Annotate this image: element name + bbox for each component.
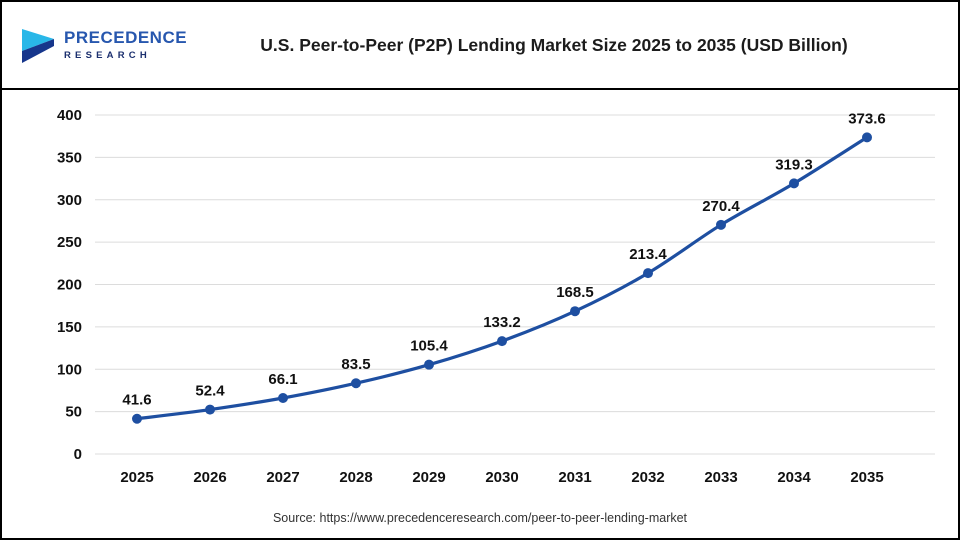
svg-text:350: 350 bbox=[57, 149, 82, 166]
svg-text:0: 0 bbox=[74, 446, 82, 463]
svg-text:2028: 2028 bbox=[339, 469, 372, 486]
logo-mark-icon bbox=[22, 29, 54, 63]
svg-text:2031: 2031 bbox=[558, 469, 591, 486]
line-chart: 0 50 100 150 200 250 300 350 400 2025 2026 2027 2028… bbox=[57, 107, 935, 486]
svg-text:300: 300 bbox=[57, 192, 82, 209]
svg-text:2034: 2034 bbox=[777, 469, 811, 486]
svg-text:150: 150 bbox=[57, 319, 82, 336]
svg-text:50: 50 bbox=[65, 404, 82, 421]
chart-area: 0 50 100 150 200 250 300 350 400 2025 2026 2027 2028… bbox=[2, 90, 958, 500]
svg-text:52.4: 52.4 bbox=[195, 383, 225, 400]
precedence-research-logo: PRECEDENCE RESEARCH bbox=[2, 25, 220, 65]
svg-text:105.4: 105.4 bbox=[410, 338, 448, 355]
svg-text:200: 200 bbox=[57, 277, 82, 294]
logo-wordmark: PRECEDENCE bbox=[64, 27, 188, 47]
svg-text:100: 100 bbox=[57, 361, 82, 378]
svg-text:2025: 2025 bbox=[120, 469, 153, 486]
svg-text:250: 250 bbox=[57, 234, 82, 251]
svg-text:319.3: 319.3 bbox=[775, 156, 813, 173]
logo-subtitle: RESEARCH bbox=[64, 49, 151, 61]
svg-text:2033: 2033 bbox=[704, 469, 737, 486]
svg-text:2026: 2026 bbox=[193, 469, 226, 486]
chart-title: U.S. Peer-to-Peer (P2P) Lending Market S… bbox=[260, 34, 848, 55]
svg-text:2035: 2035 bbox=[850, 469, 883, 486]
header: PRECEDENCE RESEARCH U.S. Peer-to-Peer (P… bbox=[2, 2, 958, 90]
svg-text:400: 400 bbox=[57, 107, 82, 124]
svg-text:373.6: 373.6 bbox=[848, 110, 886, 127]
svg-text:2027: 2027 bbox=[266, 469, 299, 486]
svg-text:66.1: 66.1 bbox=[268, 371, 297, 388]
logo-text: PRECEDENCE RESEARCH bbox=[64, 27, 188, 61]
svg-text:168.5: 168.5 bbox=[556, 284, 594, 301]
svg-text:270.4: 270.4 bbox=[702, 198, 740, 215]
svg-text:83.5: 83.5 bbox=[341, 356, 370, 373]
svg-text:213.4: 213.4 bbox=[629, 246, 667, 263]
svg-text:2030: 2030 bbox=[485, 469, 518, 486]
svg-text:133.2: 133.2 bbox=[483, 314, 521, 331]
svg-text:41.6: 41.6 bbox=[122, 392, 151, 409]
source-citation: Source: https://www.precedenceresearch.c… bbox=[272, 511, 688, 525]
svg-text:2032: 2032 bbox=[631, 469, 664, 486]
svg-text:2029: 2029 bbox=[412, 469, 445, 486]
